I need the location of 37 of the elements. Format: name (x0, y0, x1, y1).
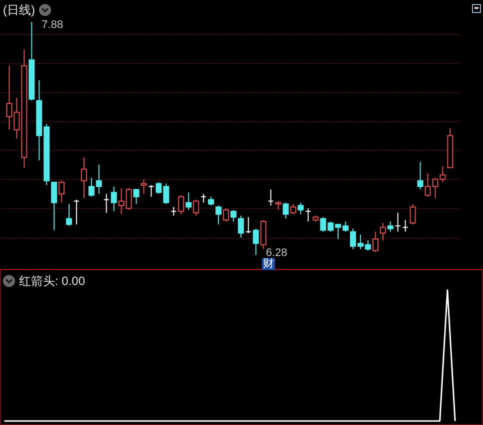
candlestick (282, 202, 289, 220)
candlestick (66, 204, 72, 226)
candlestick (178, 194, 184, 215)
candlestick (402, 220, 408, 232)
annotation: 7.88 (42, 19, 64, 31)
text: 财 (262, 258, 275, 270)
candlestick (103, 193, 110, 214)
chart-title: 红箭头: 0.00 (19, 274, 86, 288)
candlestick (252, 228, 259, 256)
candlestick (238, 215, 244, 238)
candlestick (298, 202, 304, 215)
candlestick (387, 221, 394, 232)
candlestick (215, 204, 222, 225)
candlestick (51, 182, 58, 231)
candlestick (73, 199, 80, 225)
candlestick (290, 204, 296, 215)
annotation: 6.28 (266, 247, 288, 259)
candlestick (186, 192, 192, 210)
candlestick (394, 212, 401, 232)
candlestick (193, 199, 200, 216)
candlestick (372, 231, 378, 253)
candlestick (417, 161, 424, 190)
candlestick (148, 184, 154, 198)
candlestick (80, 156, 87, 199)
candlestick (140, 178, 147, 194)
candlestick (58, 180, 65, 204)
candlestick (305, 208, 312, 222)
candlestick (230, 209, 236, 222)
candlestick (110, 186, 117, 212)
candlestick (268, 188, 274, 206)
chart-title: (日线) (3, 3, 35, 17)
candlestick (410, 204, 416, 225)
candlestick (260, 220, 266, 250)
candlestick (222, 208, 229, 222)
candlestick (245, 216, 252, 234)
candlestick (380, 222, 386, 241)
candlestick (133, 188, 140, 205)
